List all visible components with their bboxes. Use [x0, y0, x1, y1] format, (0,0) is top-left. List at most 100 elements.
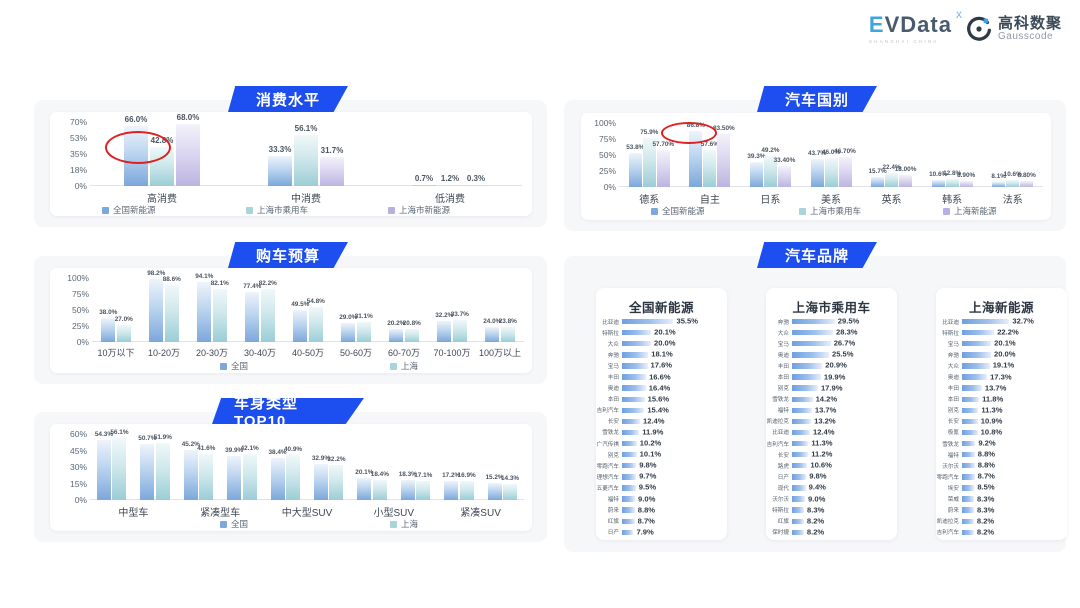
y-axis-tick: 75%	[71, 289, 89, 299]
brand-value: 16.6%	[649, 372, 671, 382]
x-axis-label: 小型SUV	[373, 508, 415, 519]
brand-bar	[622, 474, 637, 480]
brand-name: 特斯拉	[602, 330, 619, 337]
brand-bar-wrap: 11.3%	[792, 438, 897, 449]
legend-item-national-ev[interactable]: 全国新能源	[102, 204, 156, 216]
brand-value: 8.2%	[806, 516, 825, 526]
x-axis-label: 自主	[699, 195, 720, 206]
brand-row: 特斯拉 8.3%	[766, 505, 897, 516]
brand-title-shanghai-pv: 上海市乘用车	[792, 301, 871, 315]
brand-name: 红旗	[777, 519, 789, 526]
legend-item-shanghai-ev[interactable]: 上海市新能源	[388, 204, 450, 216]
y-axis-tick: 45%	[69, 445, 87, 456]
brand-bar-wrap: 8.8%	[962, 460, 1067, 471]
y-axis-tick: 30%	[69, 462, 87, 472]
bar-value-label: 10.6%	[929, 171, 948, 179]
bar-origin-4-0: 15.7%	[869, 168, 887, 187]
brand-row: 长安 11.2%	[766, 449, 897, 460]
brand-value: 28.3%	[836, 327, 858, 337]
brand-bar-wrap: 10.9%	[962, 416, 1067, 427]
bar-value-label: 14.3%	[500, 475, 520, 483]
bar-value-label: 23.8%	[498, 317, 517, 325]
brand-name: 本田	[947, 397, 959, 404]
legend-item-national[interactable]: 全国	[220, 360, 248, 372]
brand-value: 20.1%	[654, 327, 676, 337]
brand-name: 奥迪	[607, 386, 619, 393]
brand-value: 19.1%	[992, 360, 1015, 370]
brand-name: 雪铁龙	[772, 397, 789, 404]
gausscode-mark-icon	[967, 16, 992, 41]
brand-name: 特斯拉	[942, 330, 959, 337]
legend-label: 全国	[231, 361, 249, 371]
bar-value-label: 33.40%	[773, 156, 796, 164]
brand-row: 路虎 10.6%	[766, 460, 897, 471]
brand-value: 20.0%	[654, 338, 676, 348]
bar-consumption-2-1: 1.2%	[438, 174, 462, 186]
brand-bar-wrap: 35.5%	[622, 316, 727, 327]
brand-row: 特斯拉 22.2%	[936, 327, 1067, 338]
bar-origin-4-1: 22.4%	[883, 164, 901, 187]
brand-row: 荣威 8.3%	[936, 494, 1067, 505]
brand-value: 8.8%	[977, 460, 996, 470]
brand-bar	[962, 374, 988, 380]
legend-item-shanghai-ev[interactable]: 上海新能源	[943, 205, 997, 217]
brand-bar-wrap: 17.3%	[962, 371, 1067, 382]
brand-value: 9.0%	[808, 494, 826, 504]
brand-bar	[792, 396, 813, 402]
legend-item-national[interactable]: 全国	[220, 518, 248, 530]
brand-name: 雪铁龙	[602, 430, 619, 437]
brand-value: 9.8%	[639, 460, 657, 470]
bar-value-label: 82.1%	[210, 280, 229, 288]
brand-name: 五菱汽车	[596, 485, 619, 492]
brand-bar-wrap: 9.0%	[622, 494, 727, 505]
x-axis-label: 10-20万	[147, 348, 181, 358]
brand-name: 沃尔沃	[942, 463, 959, 470]
y-axis-tick: 35%	[69, 149, 87, 159]
bar-budget-8-1: 23.8%	[499, 318, 517, 342]
brand-value: 26.7%	[833, 338, 856, 348]
brand-bar	[962, 385, 982, 391]
brand-row: 埃安 8.5%	[936, 482, 1067, 493]
brand-value: 8.3%	[977, 505, 995, 515]
banner-consumption: 消费水平	[228, 86, 348, 112]
bar-bodytype-8-0: 17.2%	[442, 472, 460, 500]
bar-value-label: 46.0%	[821, 148, 841, 156]
bar-value-label: 45.2%	[181, 441, 200, 449]
y-axis-tick: 100%	[67, 273, 89, 283]
brand-value: 22.2%	[997, 327, 1019, 337]
brand-bar-wrap: 29.5%	[792, 316, 897, 327]
brand-value: 10.6%	[810, 460, 832, 470]
card-brand-national-ev: 全国新能源 比亚迪 35.5% 特斯拉 20.1% 大众 20.0% 奔驰 18.1% 宝马 17…	[596, 288, 727, 540]
banner-brand: 汽车品牌	[757, 242, 877, 268]
brand-bar-wrap: 8.2%	[792, 516, 897, 527]
x-axis-label: 英系	[881, 195, 902, 206]
legend-item-shanghai-pv[interactable]: 上海市乘用车	[246, 204, 308, 216]
brand-bar-wrap: 8.7%	[962, 471, 1067, 482]
bar-value-label: 56.1%	[110, 429, 129, 437]
brand-row: 奥迪 16.4%	[596, 383, 727, 394]
bar-bodytype-3-1: 42.1%	[241, 445, 259, 500]
bar-budget-3-0: 77.4%	[243, 283, 261, 342]
brand-value: 9.0%	[638, 494, 656, 504]
bar-value-label: 17.1%	[414, 472, 433, 480]
brand-bar	[792, 352, 829, 358]
bar-value-label: 57.6%	[700, 141, 719, 149]
brand-bar	[792, 463, 808, 469]
brand-row: 奔驰 20.0%	[936, 349, 1067, 360]
x-axis-label: 10万以下	[97, 348, 135, 358]
brand-bar-wrap: 14.2%	[792, 394, 897, 405]
legend-item-shanghai-pv[interactable]: 上海市乘用车	[799, 205, 861, 217]
brand-value: 8.3%	[977, 494, 995, 504]
logo-bar: EVData x SHANGHAI CHINA 高科数聚 Gausscode	[869, 8, 1062, 44]
legend-item-national-ev[interactable]: 全国新能源	[651, 205, 705, 217]
bar-origin-1-0: 86.8%	[687, 122, 705, 187]
y-axis-tick: 100%	[594, 118, 616, 128]
brand-bar-wrap: 8.5%	[962, 482, 1067, 493]
bar-value-label: 42.1%	[240, 444, 259, 452]
bar-consumption-0-0: 66.0%	[124, 115, 148, 186]
x-axis-label: 中型车	[118, 508, 149, 519]
legend-item-shanghai[interactable]: 上海	[390, 518, 418, 530]
bar-value-label: 42.8%	[150, 135, 174, 145]
brand-name: 特斯拉	[772, 508, 789, 515]
legend-item-shanghai[interactable]: 上海	[390, 360, 418, 372]
